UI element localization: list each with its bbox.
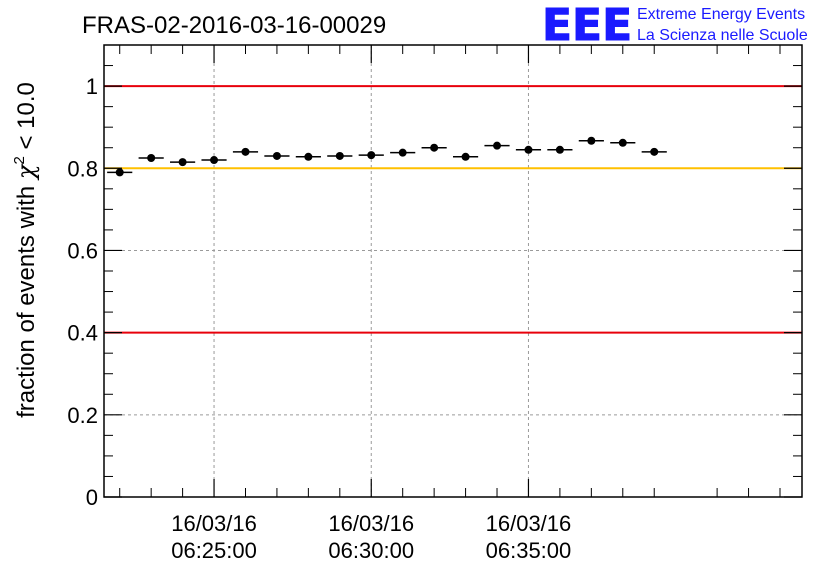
chart-title: FRAS-02-2016-03-16-00029 (82, 12, 386, 39)
data-point (272, 151, 281, 160)
y-tick-label: 0.8 (67, 156, 98, 181)
y-tick-label: 1 (86, 74, 98, 99)
data-point (398, 148, 407, 157)
data-point (304, 152, 313, 161)
eee-logo: EEE Extreme Energy Events La Scienza nel… (542, 0, 808, 52)
grid (104, 45, 802, 497)
y-tick-label: 0.2 (67, 403, 98, 428)
data-point (367, 151, 376, 160)
data-point (618, 138, 627, 147)
x-tick-time: 06:35:00 (486, 538, 572, 563)
data-point (210, 156, 219, 165)
y-label-suffix: < 10.0 (13, 82, 40, 156)
reference-lines (104, 85, 802, 334)
y-label-symbol: χ (12, 163, 40, 181)
data-point (178, 158, 187, 167)
data-points (107, 136, 667, 177)
data-point (241, 147, 250, 156)
y-axis: 0 0.2 0.4 0.6 0.8 1 (67, 44, 802, 510)
y-tick-label: 0 (86, 485, 98, 510)
plot-frame (103, 44, 803, 498)
y-label-prefix: fraction of events with (13, 179, 40, 418)
data-point (115, 168, 124, 177)
x-tick-date: 16/03/16 (171, 511, 257, 536)
y-axis-label: fraction of events with χ2 < 10.0 (11, 82, 40, 418)
plot-border (103, 44, 803, 498)
x-tick-date: 16/03/16 (328, 511, 414, 536)
logo-line1: Extreme Energy Events (637, 6, 805, 23)
data-point (147, 154, 156, 162)
y-label-sup: 2 (11, 156, 28, 164)
logo-line2: La Scienza nelle Scuole (637, 27, 808, 44)
x-axis: 16/03/1606:25:0016/03/1606:30:0016/03/16… (119, 45, 781, 563)
data-point (493, 141, 502, 150)
data-point (335, 151, 344, 160)
data-point (461, 152, 470, 161)
data-point (524, 145, 533, 154)
x-tick-date: 16/03/16 (486, 511, 572, 536)
logo-mark: EEE (542, 0, 632, 51)
data-point (555, 145, 564, 154)
x-tick-time: 06:25:00 (171, 538, 257, 563)
data-point (650, 147, 659, 156)
y-tick-label: 0.6 (67, 238, 98, 263)
data-point (587, 136, 596, 145)
x-tick-time: 06:30:00 (328, 538, 414, 563)
data-point (430, 143, 439, 152)
y-tick-label: 0.4 (67, 321, 98, 346)
